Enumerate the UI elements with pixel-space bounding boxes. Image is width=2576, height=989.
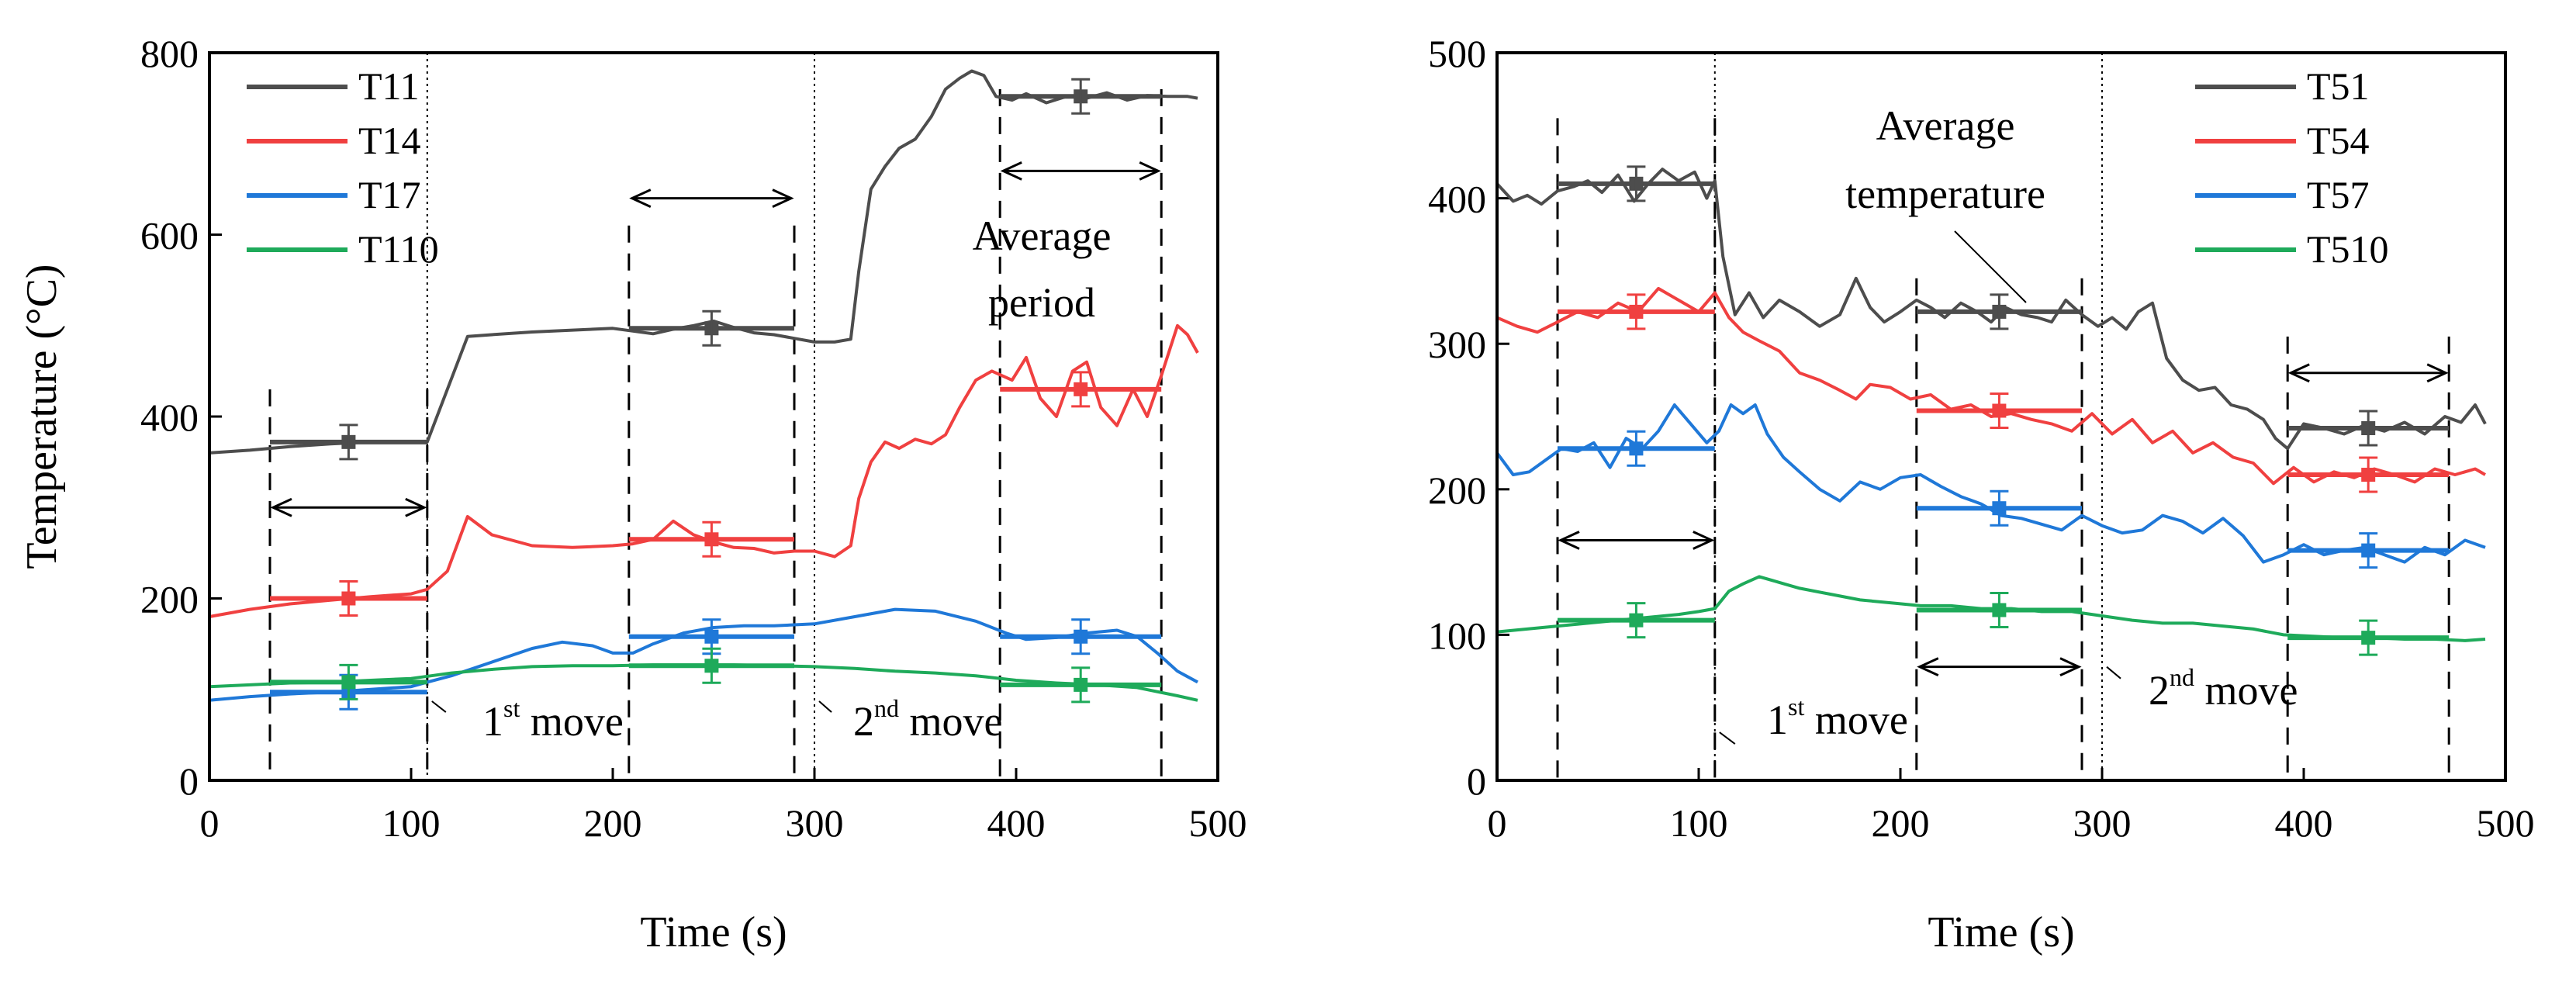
legend-label-T510: T510 [2307, 227, 2389, 271]
right-annotation-average: Average [1876, 102, 2015, 149]
left-series-T14 [209, 323, 1199, 618]
right-annotation-temperature: temperature [1845, 171, 2045, 217]
right-period-arrowhead [2287, 363, 2310, 383]
legend-label-T110: T110 [358, 227, 439, 271]
right-series-T54 [1496, 286, 2486, 486]
left-y-tick-label: 0 [179, 759, 199, 803]
left-y-axis-label: Temperature (°C) [18, 264, 66, 569]
right-annotation-first-move: 1st move [1767, 693, 1908, 743]
left-legend: T11 T14 T17 T110 [247, 64, 439, 271]
legend-label-T17: T17 [358, 173, 421, 216]
left-annotation-average: Average [973, 213, 1112, 259]
right-y-tick-label: 300 [1428, 323, 1486, 366]
right-x-tick-label: 500 [2477, 801, 2535, 845]
left-period-arrowhead [1139, 161, 1161, 181]
left-x-tick-label: 300 [786, 801, 844, 845]
right-x-tick-label: 0 [1488, 801, 1507, 845]
legend-label-T57: T57 [2307, 173, 2370, 216]
left-x-axis-label: Time (s) [640, 908, 787, 956]
right-period-arrowhead [1558, 531, 1580, 550]
right-period-arrowhead [2059, 657, 2082, 677]
left-x-tick-label: 0 [200, 801, 220, 845]
legend-label-T11: T11 [358, 64, 420, 108]
left-period-arrowhead [772, 188, 794, 208]
right-x-tick-label: 100 [1670, 801, 1728, 845]
right-y-tick-label: 200 [1428, 469, 1486, 512]
right-x-axis-label: Time (s) [1928, 908, 2074, 956]
left-y-tick-label: 400 [140, 396, 199, 439]
left-chart-panel: 0 100 200 300 400 500 0 200 400 600 800 Time (s) T… [18, 32, 1247, 956]
left-x-tick-label: 200 [584, 801, 642, 845]
legend-label-T14: T14 [358, 119, 421, 162]
left-period-arrowhead [270, 497, 292, 517]
right-y-tick-label: 500 [1428, 32, 1486, 75]
left-plot-frame [208, 51, 1219, 782]
legend-label-T51: T51 [2307, 64, 2370, 108]
right-y-tick-label: 100 [1428, 614, 1486, 657]
right-y-tick-label: 400 [1428, 178, 1486, 221]
left-move-leader [818, 700, 832, 713]
left-annotation-first-move: 1st move [482, 694, 624, 745]
left-x-tick-label: 500 [1189, 801, 1247, 845]
left-annotation-second-move: 2nd move [853, 694, 1002, 745]
left-y-tick-label: 600 [140, 214, 199, 258]
right-plot-frame [1495, 51, 2507, 782]
right-annotation-second-move: 2nd move [2149, 663, 2298, 714]
left-period-arrowhead [405, 497, 427, 517]
right-move-leader [1719, 731, 1736, 745]
right-legend: T51 T54 T57 T510 [2195, 64, 2389, 271]
left-x-tick-label: 400 [987, 801, 1046, 845]
right-x-tick-label: 400 [2275, 801, 2333, 845]
left-y-tick-label: 800 [140, 32, 199, 75]
left-x-tick-label: 100 [382, 801, 441, 845]
right-period-arrowhead [2426, 363, 2449, 383]
left-move-leader [431, 700, 447, 713]
right-x-tick-label: 200 [1872, 801, 1930, 845]
legend-label-T54: T54 [2307, 119, 2370, 162]
left-series-T11 [209, 69, 1198, 455]
right-y-tick-label: 0 [1467, 759, 1486, 803]
right-period-arrowhead [1917, 657, 1939, 677]
left-y-tick-label: 200 [140, 578, 199, 621]
right-move-leader [2106, 666, 2121, 680]
left-annotation-period: period [988, 279, 1095, 326]
right-chart-panel: 0 100 200 300 400 500 0 100 200 300 400 500 Time (s… [1428, 32, 2535, 956]
left-period-arrowhead [1000, 161, 1022, 181]
right-period-arrowhead [1693, 531, 1715, 550]
right-annotation-leader [1954, 230, 2027, 303]
left-period-arrowhead [629, 188, 652, 208]
right-x-tick-label: 300 [2073, 801, 2132, 845]
